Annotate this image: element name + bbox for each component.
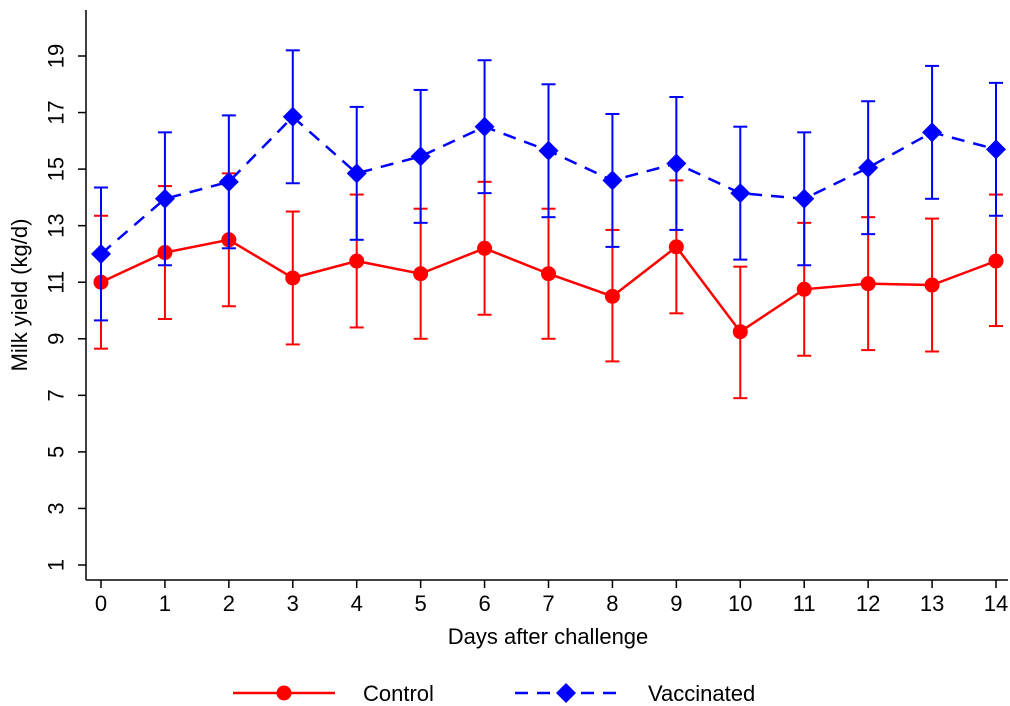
data-point-vaccinated (282, 106, 303, 127)
y-tick-label: 5 (44, 446, 69, 458)
x-tick-label: 11 (793, 591, 816, 616)
legend: Control Vaccinated (233, 681, 755, 706)
y-tick-label: 11 (44, 271, 69, 294)
series-vaccinated (91, 49, 1006, 322)
x-tick-label: 12 (856, 591, 880, 616)
legend-marker-control (276, 685, 292, 701)
data-point-vaccinated (91, 243, 111, 264)
legend-label-vaccinated: Vaccinated (648, 681, 755, 706)
data-point-control (668, 239, 684, 255)
data-point-vaccinated (538, 140, 559, 161)
x-tick-label: 5 (415, 591, 427, 616)
series-control (93, 172, 1004, 400)
x-tick-label: 4 (351, 591, 363, 616)
data-point-control (796, 281, 812, 297)
x-tick-label: 3 (287, 591, 299, 616)
x-tick-label: 7 (542, 591, 554, 616)
data-point-vaccinated (154, 188, 175, 209)
data-point-vaccinated (730, 183, 751, 204)
plot-area (91, 49, 1006, 400)
y-tick-label: 17 (44, 100, 69, 124)
data-point-control (477, 240, 493, 256)
y-tick-label: 13 (44, 213, 69, 237)
y-tick-label: 3 (44, 502, 69, 514)
data-point-control (413, 266, 429, 282)
data-point-vaccinated (346, 163, 367, 184)
x-ticks: 0 1 2 3 4 5 6 7 8 9 10 11 12 13 14 (95, 580, 1008, 616)
x-tick-label: 0 (95, 591, 107, 616)
legend-marker-vaccinated (556, 683, 576, 703)
x-tick-label: 6 (478, 591, 490, 616)
legend-label-control: Control (363, 681, 434, 706)
x-axis-title: Days after challenge (448, 624, 649, 649)
y-axis-title: Milk yield (kg/d) (7, 219, 32, 372)
x-tick-label: 9 (670, 591, 682, 616)
data-point-control (541, 266, 556, 282)
data-point-control (732, 324, 748, 340)
y-tick-label: 7 (44, 389, 69, 401)
data-point-vaccinated (986, 139, 1006, 160)
y-tick-label: 9 (44, 333, 69, 345)
data-point-control (349, 253, 365, 269)
data-point-control (860, 276, 876, 292)
data-point-vaccinated (602, 170, 623, 191)
x-tick-label: 13 (920, 591, 944, 616)
data-point-vaccinated (858, 157, 879, 178)
data-point-vaccinated (922, 122, 943, 143)
x-tick-label: 8 (606, 591, 618, 616)
y-tick-label: 15 (44, 157, 69, 181)
data-point-vaccinated (410, 146, 431, 167)
data-point-control (285, 270, 301, 286)
data-point-vaccinated (218, 171, 239, 192)
data-point-vaccinated (794, 188, 815, 209)
data-point-vaccinated (474, 116, 495, 137)
x-tick-label: 10 (728, 591, 752, 616)
data-point-control (924, 277, 940, 293)
legend-item-control: Control (233, 681, 434, 706)
y-tick-label: 19 (44, 44, 69, 68)
x-tick-label: 1 (159, 591, 171, 616)
y-tick-label: 1 (44, 559, 69, 571)
data-point-control (988, 253, 1004, 269)
x-tick-label: 2 (223, 591, 235, 616)
x-tick-label: 14 (984, 591, 1008, 616)
legend-item-vaccinated: Vaccinated (515, 681, 755, 706)
data-point-control (604, 288, 620, 304)
data-point-vaccinated (666, 153, 687, 174)
